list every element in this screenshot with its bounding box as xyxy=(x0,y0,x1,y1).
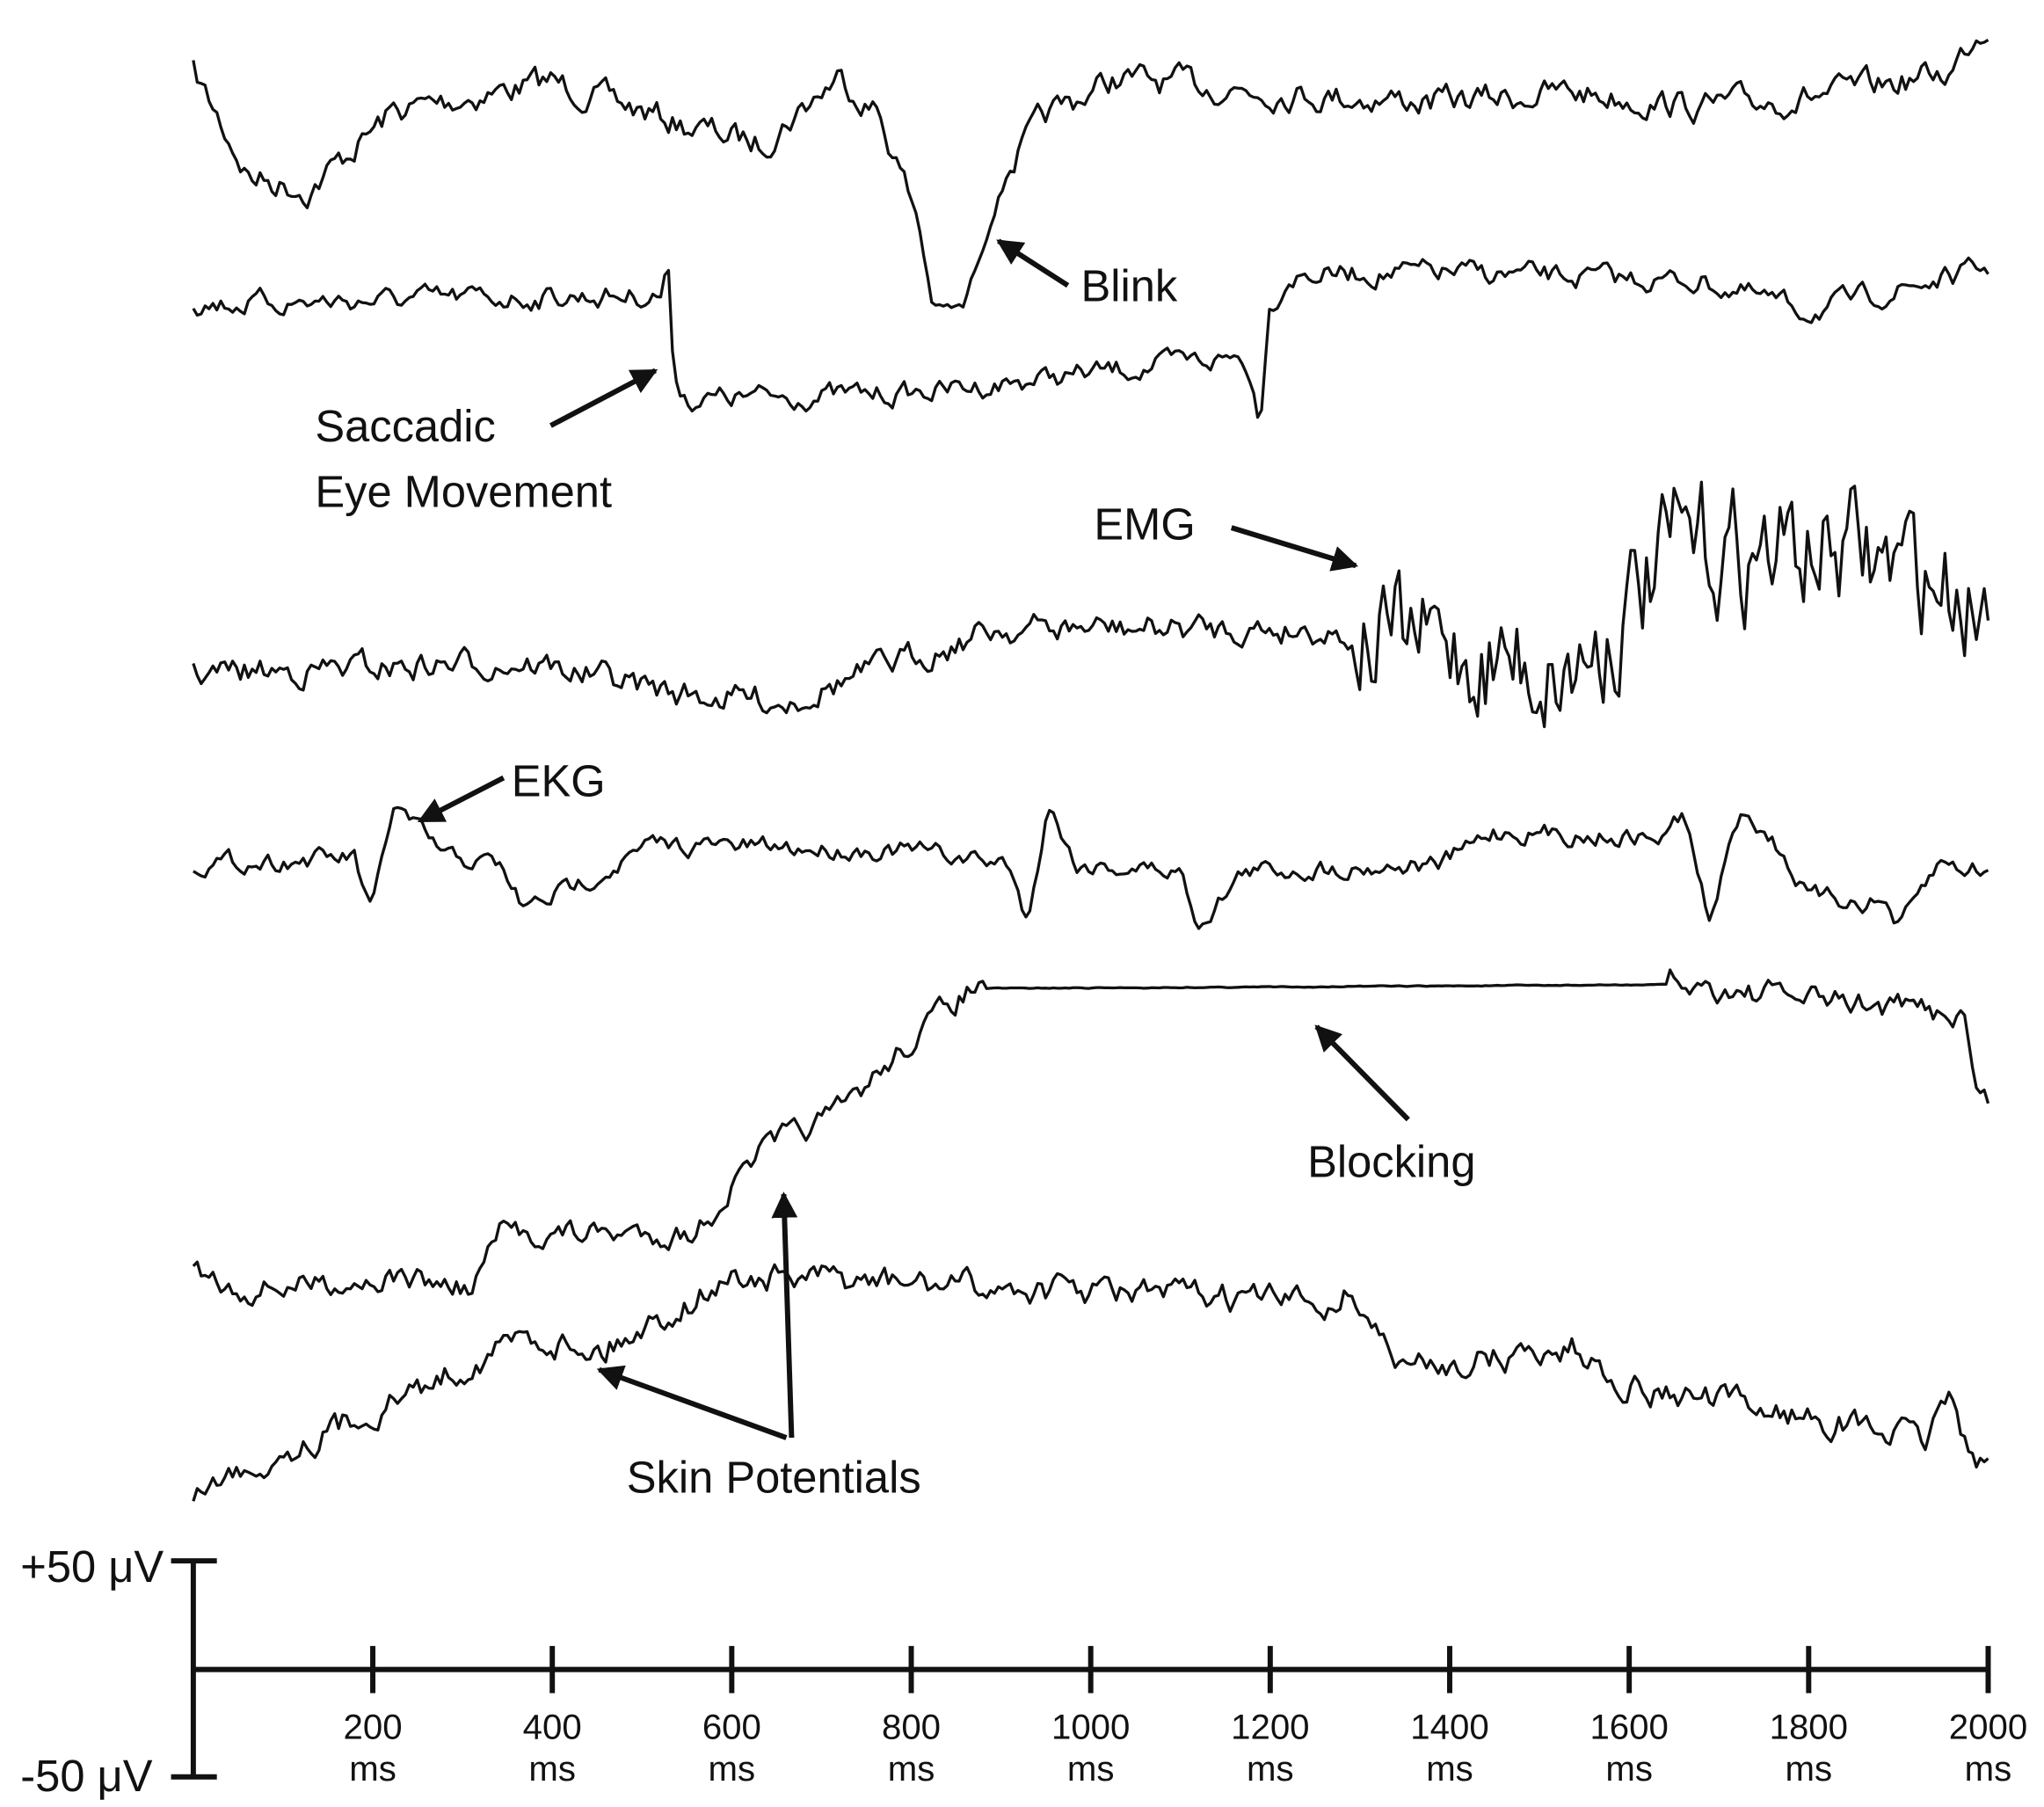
arrow xyxy=(771,1191,798,1439)
tick-unit: ms xyxy=(1247,1749,1294,1789)
annotation: Blocking xyxy=(1307,1137,1475,1187)
tick-label: 800 xyxy=(882,1708,941,1747)
tick-label: 1800 xyxy=(1770,1708,1848,1747)
tick-label: 1000 xyxy=(1051,1708,1130,1747)
tick-unit: ms xyxy=(1067,1749,1115,1789)
annotation: Skin Potentials xyxy=(627,1453,921,1503)
trace-ekg xyxy=(193,805,1989,930)
tick-label: 600 xyxy=(702,1708,761,1747)
trace-skin xyxy=(192,1263,1989,1502)
tick-unit: ms xyxy=(1965,1749,2012,1789)
tick-unit: ms xyxy=(1786,1749,1833,1789)
arrow xyxy=(1314,1024,1410,1122)
annotation: Eye Movement xyxy=(315,466,612,516)
arrow xyxy=(549,368,658,428)
tick-label: 1400 xyxy=(1410,1708,1488,1747)
tick-unit: ms xyxy=(349,1749,396,1789)
annotation: EMG xyxy=(1094,499,1195,550)
trace-blocking xyxy=(192,968,1990,1308)
arrow xyxy=(417,775,506,824)
tick-label: 200 xyxy=(344,1708,403,1747)
tick-unit: ms xyxy=(709,1749,756,1789)
tick-label: 400 xyxy=(523,1708,582,1747)
tick-unit: ms xyxy=(1426,1749,1473,1789)
tick-label: 1200 xyxy=(1231,1708,1309,1747)
time-ticks: 200ms400ms600ms800ms1000ms1200ms1400ms16… xyxy=(344,1645,2027,1789)
scale-axis xyxy=(171,1558,1989,1780)
annotation: EKG xyxy=(512,755,606,805)
annotation: Saccadic xyxy=(315,401,495,451)
tick-unit: ms xyxy=(528,1749,576,1789)
scale-label: +50 μV xyxy=(20,1541,164,1592)
annotation: Blink xyxy=(1081,261,1178,311)
tick-unit: ms xyxy=(888,1749,935,1789)
tick-label: 2000 xyxy=(1949,1708,2027,1747)
arrow xyxy=(996,238,1070,288)
trace-saccade xyxy=(192,256,1989,419)
arrow xyxy=(596,1365,788,1440)
tick-label: 1600 xyxy=(1589,1708,1668,1747)
arrow xyxy=(1230,525,1359,572)
tick-unit: ms xyxy=(1605,1749,1653,1789)
trace-emg xyxy=(192,480,1990,729)
trace-blink xyxy=(192,39,1989,310)
traces xyxy=(192,39,1990,1502)
scale-label: -50 μV xyxy=(20,1751,152,1801)
